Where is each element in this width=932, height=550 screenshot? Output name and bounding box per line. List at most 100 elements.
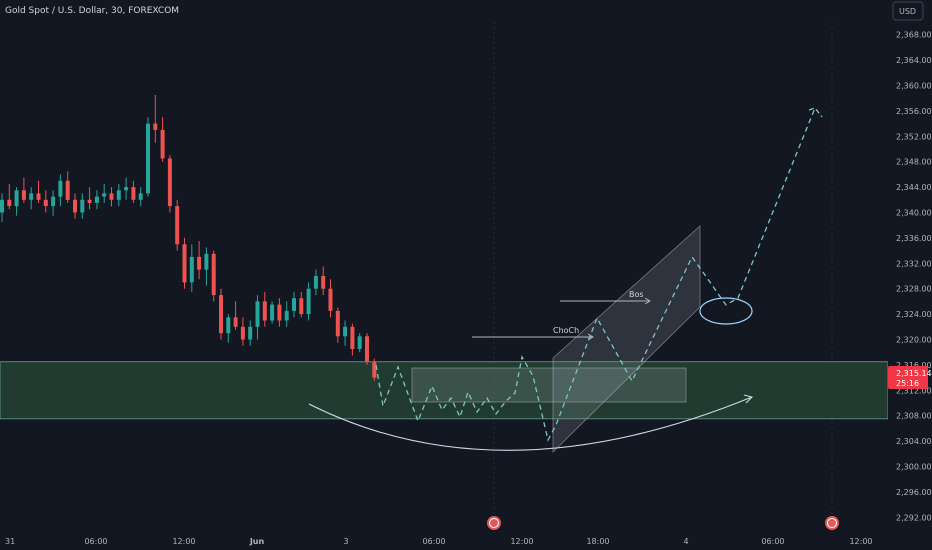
candle-body	[43, 199, 48, 207]
candle-body	[219, 295, 223, 334]
price-tick-label: 2,324.00	[896, 310, 932, 319]
candle-body	[167, 158, 172, 207]
price-tick-label: 2,312.00	[896, 386, 932, 395]
time-tick-label: 12:00	[172, 537, 195, 546]
event-icon[interactable]	[825, 516, 839, 530]
candle-body	[335, 310, 340, 337]
time-tick-label: 12:00	[849, 537, 872, 546]
price-tick-label: 2,344.00	[896, 183, 932, 192]
candle-body	[94, 196, 99, 203]
candle-body	[357, 336, 362, 349]
arc-arrowhead	[743, 394, 754, 404]
candle-body	[182, 244, 187, 283]
candle-body	[233, 317, 238, 327]
candle-body	[124, 187, 129, 191]
session-lines	[493, 22, 833, 533]
chart-title: Gold Spot / U.S. Dollar, 30, FOREXCOM	[5, 6, 179, 16]
candle-body	[240, 326, 245, 340]
time-tick-label: 4	[683, 537, 688, 546]
price-tick-label: 2,368.00	[896, 31, 932, 40]
candlestick-series	[0, 95, 377, 381]
time-tick-labels: 31 06:00 12:00 Jun 3 06:00 12:00 18:00 4 06:00 12:…	[5, 537, 873, 546]
price-tick-label: 2,340.00	[896, 209, 932, 218]
candle-body	[255, 301, 260, 327]
candle-body	[29, 193, 34, 200]
candle-body	[306, 288, 311, 315]
price-tick-label: 2,320.00	[896, 336, 932, 345]
price-tick-label: 2,360.00	[896, 82, 932, 91]
candle-body	[248, 326, 253, 340]
candle-body	[80, 199, 85, 213]
candle-body	[175, 206, 180, 245]
currency-label: USD	[899, 7, 916, 16]
price-tick-label: 2,292.00	[896, 513, 932, 522]
candle-body	[350, 326, 355, 349]
candle-body	[365, 336, 369, 362]
candle-body	[160, 129, 165, 159]
candle-body	[284, 310, 289, 321]
currency-button[interactable]	[892, 1, 924, 21]
candle-body	[197, 256, 202, 270]
current-price-label: 2,315.14	[896, 369, 932, 378]
price-tick-label: 2,356.00	[896, 107, 932, 116]
candle-body	[58, 180, 63, 197]
candle-body	[131, 187, 136, 200]
time-tick-label: 06:00	[422, 537, 445, 546]
candle-body	[292, 298, 296, 311]
time-tick-label: 06:00	[761, 537, 784, 546]
accumulation-arc	[308, 396, 753, 451]
event-icon[interactable]	[487, 516, 501, 530]
retest-ellipse	[699, 297, 753, 325]
price-tick-label: 2,316.00	[896, 361, 932, 370]
candle-body	[262, 301, 267, 321]
candle-body	[321, 276, 326, 289]
candle-body	[372, 361, 377, 378]
projection-arrowhead	[808, 107, 823, 118]
price-tick-label: 2,300.00	[896, 463, 932, 472]
candle-body	[204, 253, 209, 270]
candle-body	[328, 288, 333, 311]
time-tick-label: 3	[343, 537, 348, 546]
candle-body	[226, 317, 231, 334]
price-tick-label: 2,308.00	[896, 412, 932, 421]
choch-arrowhead	[587, 333, 594, 341]
candle-body	[211, 253, 216, 296]
candle-body	[73, 199, 77, 213]
candle-body	[189, 256, 194, 283]
candle-body	[21, 190, 26, 200]
bos-arrowhead	[644, 297, 651, 305]
time-tick-label: 31	[5, 537, 15, 546]
time-tick-label: 06:00	[84, 537, 107, 546]
candle-body	[51, 196, 56, 207]
time-tick-label: 18:00	[586, 537, 609, 546]
candle-body	[146, 123, 150, 194]
candle-body	[109, 193, 114, 200]
time-axis[interactable]	[0, 533, 888, 550]
price-axis[interactable]	[888, 0, 932, 550]
candle-body	[0, 199, 4, 213]
candle-body	[87, 199, 92, 203]
candle-body	[277, 304, 282, 321]
candle-body	[138, 193, 143, 200]
bos-label: Bos	[629, 290, 644, 299]
range-box	[411, 367, 687, 403]
time-tick-label: 12:00	[510, 537, 533, 546]
price-tick-label: 2,348.00	[896, 158, 932, 167]
candle-body	[153, 123, 158, 130]
candle-body	[36, 193, 41, 200]
candle-body	[14, 190, 19, 207]
price-tick-label: 2,328.00	[896, 285, 932, 294]
price-tick-label: 2,332.00	[896, 259, 932, 268]
candle-body	[116, 190, 121, 200]
price-tick-label: 2,352.00	[896, 132, 932, 141]
current-price-tag	[888, 366, 928, 389]
candle-body	[299, 298, 304, 315]
price-tick-label: 2,304.00	[896, 437, 932, 446]
rising-channel	[552, 225, 701, 453]
candle-body	[270, 304, 275, 321]
choch-label: ChoCh	[553, 326, 579, 335]
price-tick-label: 2,336.00	[896, 234, 932, 243]
candle-body	[343, 326, 348, 337]
